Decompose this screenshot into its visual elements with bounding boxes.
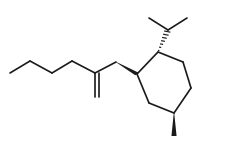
Polygon shape (116, 62, 139, 75)
Polygon shape (172, 113, 177, 136)
